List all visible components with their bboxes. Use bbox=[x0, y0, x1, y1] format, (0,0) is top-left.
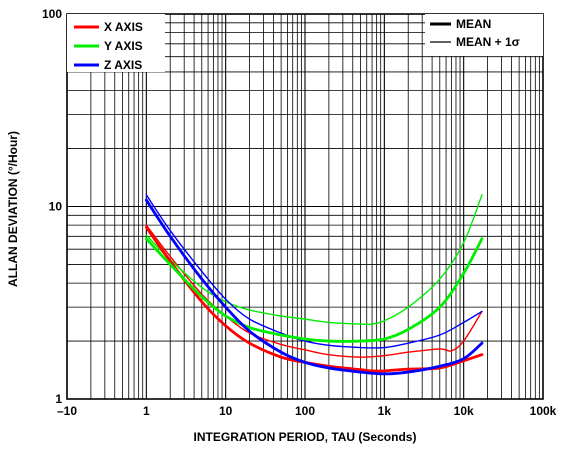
grid bbox=[66, 14, 543, 400]
series-line-z-axis-mean bbox=[144, 198, 484, 376]
y-tick-label: 1 bbox=[55, 392, 62, 406]
legend-label: X AXIS bbox=[104, 20, 143, 34]
y-tick-label: 100 bbox=[42, 7, 62, 21]
series-group bbox=[144, 194, 484, 376]
plot-frame bbox=[66, 13, 544, 400]
series-line-z-axis-mean-plus-sigma bbox=[145, 194, 483, 349]
legend-label: MEAN + 1σ bbox=[456, 35, 520, 49]
x-tick-label: 10k bbox=[454, 404, 474, 418]
legend-style-box bbox=[425, 14, 543, 56]
y-tick-label: 10 bbox=[49, 200, 63, 214]
legend-axes: X AXIS Y AXIS Z AXIS bbox=[67, 14, 165, 72]
series-line-y-axis-mean-plus-sigma bbox=[145, 194, 483, 326]
x-tick-label: –10 bbox=[57, 404, 77, 418]
x-tick-label: 1k bbox=[378, 404, 392, 418]
y-axis-title: ALLAN DEVIATION (°/Hour) bbox=[6, 131, 20, 287]
x-axis-title: INTEGRATION PERIOD, TAU (Seconds) bbox=[194, 430, 417, 444]
series-line-y-axis-mean bbox=[144, 237, 484, 343]
x-tick-label: 100k bbox=[530, 404, 557, 418]
legend-style: MEAN MEAN + 1σ bbox=[425, 14, 543, 56]
legend-axes-box bbox=[67, 14, 165, 72]
legend-label: Z AXIS bbox=[104, 58, 142, 72]
x-tick-label: 100 bbox=[295, 404, 315, 418]
legend-label: MEAN bbox=[456, 17, 491, 31]
x-tick-label: 1 bbox=[143, 404, 150, 418]
legend-label: Y AXIS bbox=[104, 39, 143, 53]
x-tick-label: 10 bbox=[219, 404, 233, 418]
